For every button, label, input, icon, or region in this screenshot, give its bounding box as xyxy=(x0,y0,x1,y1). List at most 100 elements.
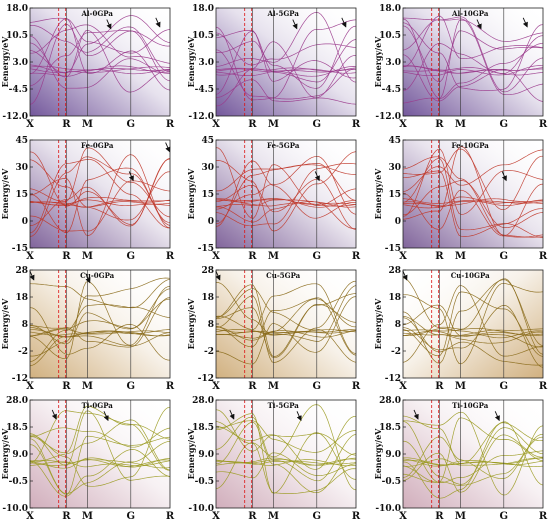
band-line xyxy=(216,79,356,105)
y-tick-label: 18.5 xyxy=(379,423,401,433)
band-line xyxy=(30,65,170,77)
band-line xyxy=(216,198,356,206)
panel-title: Ti-0GPa xyxy=(82,401,114,410)
y-tick-label: 9.0 xyxy=(385,450,401,460)
y-tick-label: -4.5 xyxy=(9,85,28,95)
y-tick-label: -0.5 xyxy=(382,477,401,487)
band-panel-Al-10GPa: Al-10GPa 18.0 10.5 3.0 -4.5 -12.0 Eenergy/eV X R… xyxy=(373,4,548,130)
panel-title: Al-5GPa xyxy=(266,9,299,18)
x-tick-label: G xyxy=(500,119,509,130)
x-tick-label: G xyxy=(500,251,509,262)
band-line xyxy=(216,421,356,494)
panel-title: Cu-10GPa xyxy=(451,271,490,280)
band-line xyxy=(30,64,170,75)
band-line xyxy=(30,281,170,360)
y-tick-label: 30 xyxy=(15,163,28,173)
band-line xyxy=(30,158,170,227)
x-tick-label: R xyxy=(62,119,71,130)
band-line xyxy=(216,282,356,342)
band-line xyxy=(216,328,356,333)
y-tick-label: 15 xyxy=(15,190,28,200)
x-tick-label: X xyxy=(212,251,220,262)
y-tick-label: -12.0 xyxy=(375,112,401,122)
x-tick-label: X xyxy=(212,119,220,130)
band-line xyxy=(216,19,356,101)
band-line xyxy=(403,198,543,207)
bands xyxy=(30,277,170,367)
band-line xyxy=(30,24,170,105)
x-tick-label: X xyxy=(399,119,407,130)
band-line xyxy=(216,41,356,107)
band-line xyxy=(30,459,170,467)
x-tick-label: R xyxy=(435,119,444,130)
band-line xyxy=(216,201,356,229)
bands xyxy=(216,404,356,494)
x-tick-label: R xyxy=(62,381,71,392)
band-line xyxy=(216,298,356,341)
y-tick-label: 45 xyxy=(388,136,401,146)
band-line xyxy=(403,196,543,209)
panel-title: Fe-10GPa xyxy=(452,141,490,150)
band-line xyxy=(30,405,170,454)
band-line xyxy=(403,282,543,365)
x-tick-label: M xyxy=(455,119,466,130)
y-tick-label: 0 xyxy=(208,217,214,227)
bands xyxy=(216,280,356,365)
y-axis-label: Eenergy/eV xyxy=(0,428,10,480)
band-line xyxy=(30,156,170,237)
x-tick-label: M xyxy=(268,119,279,130)
x-tick-label: G xyxy=(500,511,509,522)
x-tick-label: X xyxy=(26,251,34,262)
band-line xyxy=(216,66,356,77)
band-line xyxy=(216,147,356,219)
band-line xyxy=(216,296,356,365)
x-tick-label: X xyxy=(212,381,220,392)
y-tick-label: 28 xyxy=(201,266,214,276)
band-line xyxy=(216,163,356,227)
band-line xyxy=(403,198,543,206)
y-tick-label: -0.5 xyxy=(195,477,214,487)
band-line xyxy=(216,49,356,100)
annotation-arrow xyxy=(51,409,57,420)
x-tick-label: M xyxy=(82,511,93,522)
band-line xyxy=(30,438,170,494)
bands xyxy=(216,147,356,232)
annotation-arrow xyxy=(229,409,235,420)
x-tick-label: X xyxy=(26,119,34,130)
band-line xyxy=(403,277,543,355)
band-line xyxy=(403,15,543,68)
band-line xyxy=(403,433,543,479)
y-tick-label: -12 xyxy=(385,374,401,384)
x-tick-label: G xyxy=(500,381,509,392)
y-axis-label: Eenergy/eV xyxy=(0,36,10,88)
y-axis-label: Eenergy/eV xyxy=(186,298,196,350)
annotation-arrow xyxy=(128,171,134,182)
y-tick-label: 28 xyxy=(15,266,28,276)
bands xyxy=(30,15,170,105)
band-line xyxy=(30,278,170,363)
y-tick-label: -2 xyxy=(391,347,401,357)
y-tick-label: -10.0 xyxy=(375,504,401,514)
band-line xyxy=(216,416,356,482)
panel-title: Cu-5GPa xyxy=(266,271,300,280)
panel-title: Fe-0GPa xyxy=(81,141,114,150)
y-tick-label: 3.0 xyxy=(385,58,401,68)
x-tick-label: R xyxy=(539,381,548,392)
y-tick-label: 8 xyxy=(22,320,28,330)
panel-title: Al-10GPa xyxy=(451,9,489,18)
x-tick-label: R xyxy=(352,251,361,262)
x-tick-label: R xyxy=(352,511,361,522)
band-line xyxy=(403,279,543,364)
y-tick-label: -2 xyxy=(18,347,28,357)
y-tick-label: 18 xyxy=(15,293,28,303)
annotation-arrow xyxy=(85,273,91,284)
annotation-arrow xyxy=(476,19,482,30)
band-line xyxy=(403,417,543,483)
bands xyxy=(30,147,170,237)
panel-background xyxy=(216,140,356,248)
x-tick-label: X xyxy=(212,511,220,522)
x-tick-label: R xyxy=(352,119,361,130)
y-axis-label: Eenergy/eV xyxy=(186,36,196,88)
